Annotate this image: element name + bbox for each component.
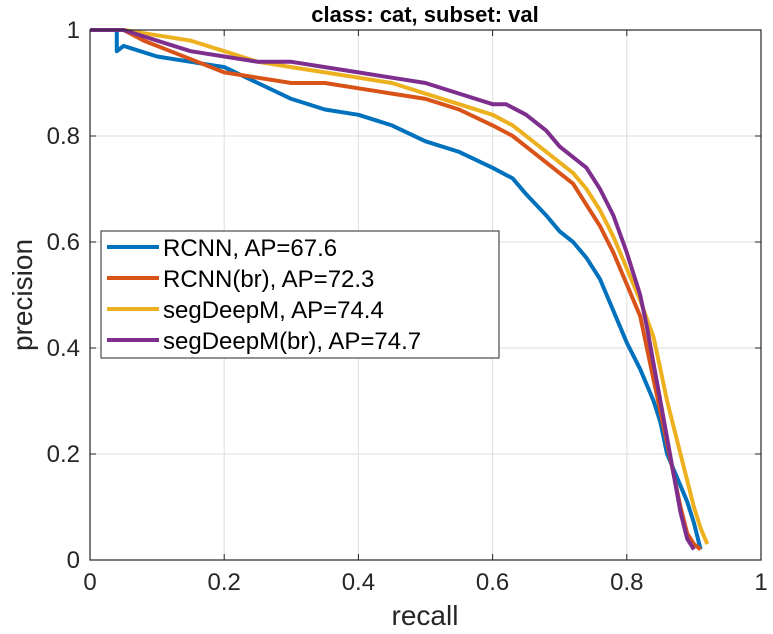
x-tick-label: 1 — [754, 569, 767, 596]
x-tick-label: 0.6 — [476, 569, 509, 596]
y-tick-label: 0.2 — [47, 441, 80, 468]
plot-frame — [89, 29, 762, 561]
ticks-layer — [89, 29, 762, 561]
series-layer — [90, 28, 710, 551]
x-tick-label: 0.2 — [208, 569, 241, 596]
y-tick-label: 0.4 — [47, 335, 80, 362]
chart-title: class: cat, subset: val — [311, 2, 538, 27]
y-axis-label: precision — [7, 239, 38, 351]
legend-box — [100, 230, 500, 359]
legend-entry-0: RCNN, AP=67.6 — [163, 235, 337, 262]
y-tick-label: 0.8 — [47, 123, 80, 150]
x-tick-label: 0.8 — [610, 569, 643, 596]
x-axis-label: recall — [392, 600, 459, 631]
legend-entry-1: RCNN(br), AP=72.3 — [163, 266, 374, 293]
y-tick-label: 1 — [67, 17, 80, 44]
x-tick-label: 0.4 — [342, 569, 375, 596]
legend-entry-3: segDeepM(br), AP=74.7 — [163, 328, 421, 355]
y-tick-label: 0.6 — [47, 229, 80, 256]
legend-entry-2: segDeepM, AP=74.4 — [163, 297, 384, 324]
legend: RCNN, AP=67.6 RCNN(br), AP=72.3 segDeepM, … — [100, 230, 500, 359]
y-tick-label: 0 — [67, 547, 80, 574]
series-line-3 — [90, 28, 696, 551]
tick-labels-layer: 0 0.2 0.4 0.6 0.8 1 0 0.2 0.4 0.6 0.8 1 — [47, 17, 768, 596]
x-tick-label: 0 — [83, 569, 96, 596]
